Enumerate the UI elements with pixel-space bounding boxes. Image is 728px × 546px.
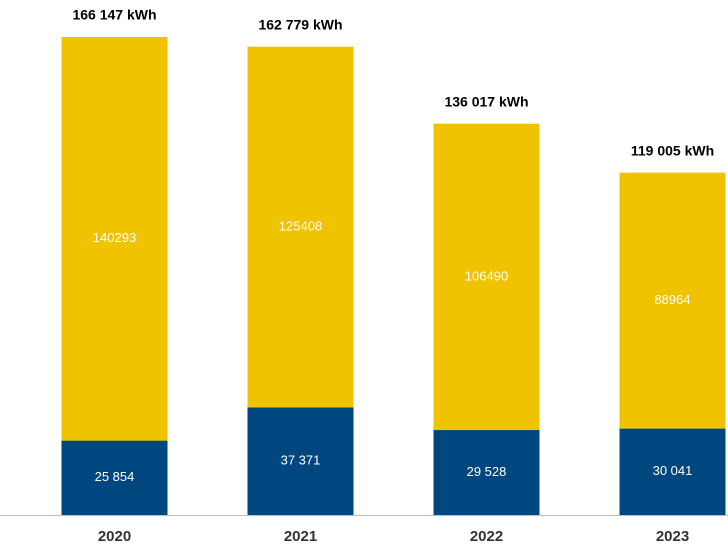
value-label: 30 041 (653, 463, 693, 478)
value-label: 140293 (93, 230, 136, 245)
total-label: 162 779 kWh (258, 16, 342, 32)
bar-segment (619, 428, 726, 515)
value-label: 106490 (465, 268, 508, 283)
value-label: 25 854 (95, 469, 135, 484)
bar-segment (61, 440, 168, 515)
bar-segment (433, 123, 540, 431)
x-tick-label: 2022 (470, 528, 503, 545)
bar-segment (247, 407, 354, 515)
bar-segment (433, 430, 540, 515)
bar-segment (247, 46, 354, 408)
total-label: 166 147 kWh (72, 7, 156, 23)
x-tick-label: 2021 (284, 528, 317, 545)
total-label: 136 017 kWh (444, 93, 528, 109)
value-label: 125408 (279, 219, 322, 234)
bar-segment (619, 172, 726, 429)
x-tick-label: 2023 (656, 528, 689, 545)
value-label: 88964 (654, 292, 690, 307)
bar-segment (61, 36, 168, 441)
value-label: 37 371 (281, 453, 321, 468)
value-label: 29 528 (467, 464, 507, 479)
x-tick-label: 2020 (98, 528, 131, 545)
total-label: 119 005 kWh (631, 142, 714, 158)
